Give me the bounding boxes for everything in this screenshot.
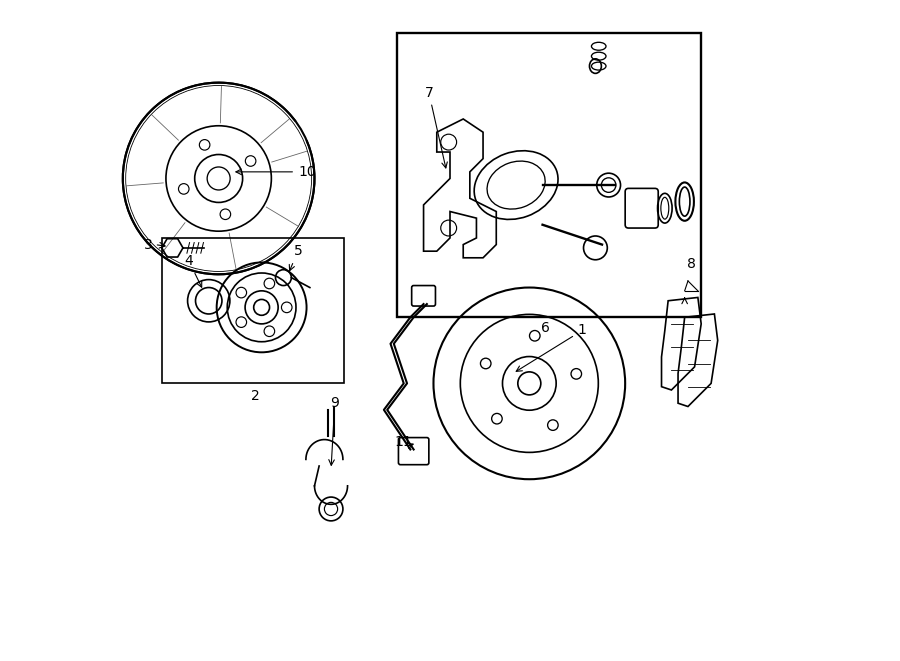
Text: 1: 1 — [517, 323, 587, 371]
Text: 4: 4 — [184, 254, 202, 288]
Text: 6: 6 — [542, 321, 550, 334]
Text: 8: 8 — [687, 257, 696, 271]
Text: 9: 9 — [330, 396, 338, 410]
Text: 2: 2 — [250, 389, 259, 403]
Text: 3: 3 — [144, 237, 153, 252]
Text: 5: 5 — [289, 244, 302, 270]
Bar — [397, 33, 701, 317]
Text: 11: 11 — [395, 436, 412, 449]
Text: 10: 10 — [236, 165, 316, 179]
Text: 7: 7 — [425, 85, 447, 168]
Bar — [163, 238, 344, 383]
